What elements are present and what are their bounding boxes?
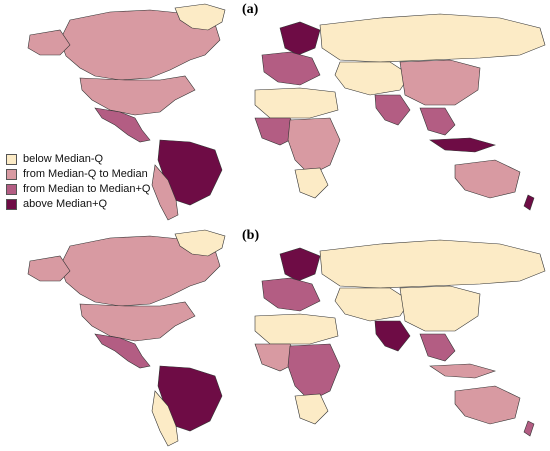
- region-mexico: [94, 107, 151, 143]
- region-greenland: [174, 3, 226, 31]
- world-map-b: [27, 229, 546, 447]
- region-indonesia: [429, 137, 496, 153]
- legend-swatch: [6, 198, 17, 210]
- region-central-africa: [287, 117, 341, 176]
- region-mexico: [94, 333, 151, 369]
- legend-swatch: [6, 168, 17, 180]
- region-alaska: [27, 255, 71, 282]
- region-canada: [59, 235, 221, 307]
- region-north-africa: [254, 87, 339, 119]
- region-new-zealand: [523, 194, 535, 211]
- legend-item: above Median+Q: [6, 197, 186, 211]
- map-panel-a: (a) below Median-Q from Median-Q to Medi…: [0, 0, 550, 225]
- region-southern-africa: [294, 167, 329, 199]
- map-panel-b: (b): [0, 226, 550, 451]
- region-usa: [79, 301, 196, 342]
- world-map-a: [27, 3, 546, 221]
- region-indonesia: [429, 363, 496, 379]
- region-australia: [454, 159, 521, 199]
- region-north-africa: [254, 313, 339, 345]
- legend: below Median-Q from Median-Q to Median f…: [6, 152, 186, 212]
- region-scandinavia: [279, 21, 321, 56]
- region-se-asia: [419, 107, 456, 136]
- legend-swatch: [6, 153, 17, 165]
- region-western-europe: [261, 51, 321, 86]
- region-alaska: [27, 29, 71, 56]
- region-russia: [319, 13, 546, 63]
- panel-label-b: (b): [242, 228, 260, 243]
- region-usa: [79, 75, 196, 116]
- legend-label: from Median-Q to Median: [23, 168, 148, 180]
- region-southcone: [151, 164, 179, 221]
- region-greenland: [174, 229, 226, 257]
- region-western-europe: [261, 277, 321, 312]
- region-central-asia: [334, 61, 411, 96]
- legend-item: from Median-Q to Median: [6, 167, 186, 181]
- region-brazil: [157, 139, 223, 206]
- legend-swatch: [6, 183, 17, 195]
- region-central-asia: [334, 287, 411, 322]
- region-india: [374, 94, 411, 126]
- legend-item: from Median to Median+Q: [6, 182, 186, 196]
- region-china: [399, 59, 481, 106]
- panel-label-a: (a): [242, 2, 259, 17]
- region-se-asia: [419, 333, 456, 362]
- region-australia: [454, 385, 521, 425]
- legend-label: below Median-Q: [23, 153, 104, 165]
- region-new-zealand: [523, 420, 535, 437]
- region-india: [374, 320, 411, 352]
- legend-label: above Median+Q: [23, 198, 108, 210]
- region-southcone: [151, 390, 179, 447]
- region-scandinavia: [279, 247, 321, 282]
- region-russia: [319, 239, 546, 289]
- region-brazil: [157, 365, 223, 432]
- legend-item: below Median-Q: [6, 152, 186, 166]
- region-southern-africa: [294, 393, 329, 425]
- region-china: [399, 285, 481, 332]
- region-central-africa: [287, 343, 341, 402]
- region-canada: [59, 9, 221, 81]
- legend-label: from Median to Median+Q: [23, 183, 151, 195]
